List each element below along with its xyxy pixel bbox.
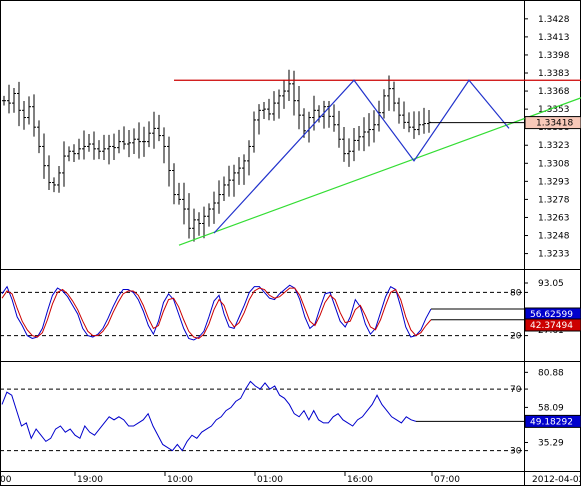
time-tick-label: 16:00 (347, 475, 373, 485)
stoch-tick-label: 80 (510, 288, 522, 298)
osc-value-tag (524, 414, 581, 428)
price-tick-label: 1.3398 (538, 51, 570, 61)
osc-tick-label: 70 (510, 385, 522, 395)
stoch-main-value: 56.62599 (530, 310, 573, 320)
price-tick-label: 1.3293 (538, 177, 570, 187)
price-tick-label: 1.3428 (538, 15, 570, 25)
stoch-signal-tag (524, 318, 581, 332)
price-tick-label: 1.3368 (538, 87, 570, 97)
price-tick-label: 1.3308 (538, 159, 570, 169)
price-tick-label: 1.3413 (538, 33, 570, 43)
osc-line (1, 380, 417, 452)
stoch-signal-line (1, 287, 432, 340)
price-tick-label: 1.3278 (538, 195, 570, 205)
price-tick-label: 1.3353 (538, 105, 570, 115)
time-tick-label: 01:00 (257, 475, 283, 485)
time-tick-label: 2012-04-02 (532, 475, 581, 485)
osc-value-label: 49.18292 (530, 417, 573, 427)
osc-tick-label: 30 (510, 447, 522, 457)
osc-tick-label: 35.29 (538, 438, 564, 448)
price-tick-label: 1.3383 (538, 69, 570, 79)
osc-tick-label: 80.88 (538, 368, 564, 378)
price-tick-label: 1.3323 (538, 141, 570, 151)
time-tick-label: 10:00 (167, 475, 193, 485)
stoch-signal-value: 42.37494 (530, 321, 573, 331)
price-tick-label: 1.3233 (538, 250, 570, 260)
stoch-tick-label: 20 (510, 332, 522, 342)
time-tick-label: 00 (0, 475, 12, 485)
time-tick-label: 07:00 (434, 475, 460, 485)
stoch-tick-label: 93.05 (538, 279, 564, 289)
price-tick-label: 1.3263 (538, 213, 570, 223)
price-tick-label: 1.3248 (538, 232, 570, 242)
osc-tick-label: 58.09 (538, 403, 564, 413)
time-tick-label: 19:00 (77, 475, 103, 485)
support-line (178, 97, 581, 246)
current-price-label: 1.33418 (536, 119, 573, 129)
pattern-line (213, 79, 510, 234)
current-price-tag (524, 116, 581, 130)
